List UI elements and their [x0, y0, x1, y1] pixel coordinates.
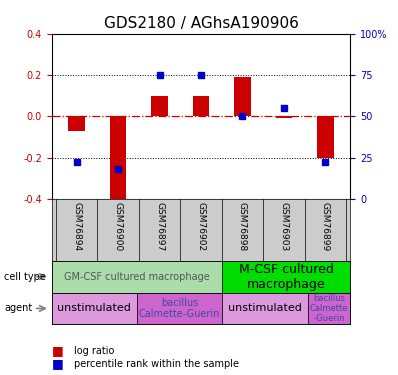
Text: GSM76899: GSM76899	[321, 202, 330, 251]
Bar	[308, 292, 350, 324]
Bar	[234, 77, 251, 116]
Bar	[110, 116, 127, 203]
Bar	[193, 96, 209, 116]
Bar	[275, 116, 292, 118]
Text: GSM76902: GSM76902	[197, 202, 205, 251]
Bar	[52, 261, 222, 292]
Text: percentile rank within the sample: percentile rank within the sample	[74, 359, 239, 369]
Bar	[317, 116, 334, 158]
Text: GSM76897: GSM76897	[155, 202, 164, 251]
Text: GSM76903: GSM76903	[279, 202, 289, 251]
Text: GSM76900: GSM76900	[113, 202, 123, 251]
Title: GDS2180 / AGhsA190906: GDS2180 / AGhsA190906	[103, 16, 298, 31]
Text: ■: ■	[52, 357, 64, 370]
Bar	[137, 292, 222, 324]
Text: GSM76894: GSM76894	[72, 202, 81, 251]
Text: log ratio: log ratio	[74, 346, 114, 355]
Text: cell type: cell type	[4, 272, 46, 282]
Text: agent: agent	[4, 303, 32, 313]
Bar	[68, 116, 85, 131]
Text: M-CSF cultured
macrophage: M-CSF cultured macrophage	[239, 262, 334, 291]
Bar	[151, 96, 168, 116]
Bar	[222, 292, 308, 324]
Text: ■: ■	[52, 344, 64, 357]
Text: GM-CSF cultured macrophage: GM-CSF cultured macrophage	[64, 272, 210, 282]
Text: unstimulated: unstimulated	[57, 303, 131, 313]
Text: bacillus
Calmette-Guerin: bacillus Calmette-Guerin	[139, 298, 220, 319]
Bar	[52, 292, 137, 324]
Text: bacillus
Calmette
-Guerin: bacillus Calmette -Guerin	[310, 294, 348, 323]
Bar	[222, 261, 350, 292]
Text: unstimulated: unstimulated	[228, 303, 302, 313]
Text: GSM76898: GSM76898	[238, 202, 247, 251]
